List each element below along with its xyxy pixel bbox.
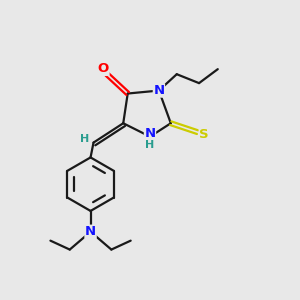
Text: N: N xyxy=(153,84,164,97)
Text: H: H xyxy=(80,134,89,144)
Text: N: N xyxy=(85,225,96,238)
Text: O: O xyxy=(98,62,109,75)
Text: S: S xyxy=(199,128,209,141)
Text: H: H xyxy=(146,140,154,150)
Text: N: N xyxy=(144,127,156,140)
